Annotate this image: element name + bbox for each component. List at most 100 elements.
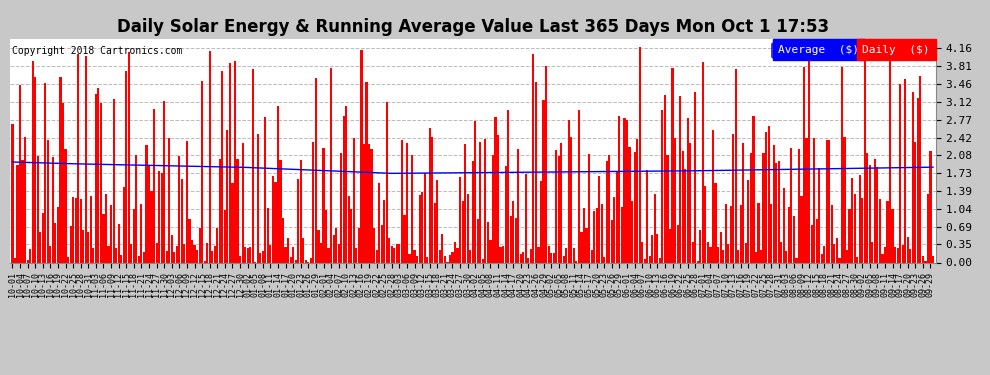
Bar — [173, 252, 175, 262]
Bar — [108, 246, 110, 262]
Bar — [744, 243, 746, 262]
Bar — [424, 173, 426, 262]
Bar — [907, 237, 909, 262]
Bar — [927, 194, 929, 262]
Bar — [816, 219, 818, 262]
Bar — [836, 238, 838, 262]
Bar — [459, 177, 461, 262]
Bar — [502, 246, 504, 262]
Bar — [697, 261, 699, 262]
Bar — [644, 259, 645, 262]
Bar — [279, 160, 281, 262]
Bar — [234, 61, 236, 262]
Bar — [525, 174, 527, 262]
Bar — [466, 195, 468, 262]
Bar — [295, 260, 297, 262]
Bar — [209, 51, 211, 262]
Bar — [772, 145, 775, 262]
Legend: Average  ($), Daily  ($): Average ($), Daily ($) — [771, 42, 934, 58]
Bar — [704, 186, 707, 262]
Bar — [14, 258, 16, 262]
Bar — [434, 203, 436, 262]
Bar — [27, 260, 29, 262]
Bar — [59, 77, 61, 262]
Bar — [489, 240, 491, 262]
Bar — [788, 207, 790, 262]
Bar — [795, 258, 798, 262]
Bar — [113, 99, 115, 262]
Bar — [694, 93, 696, 262]
Bar — [403, 215, 406, 262]
Bar — [143, 252, 145, 262]
Bar — [596, 208, 598, 262]
Bar — [735, 69, 737, 262]
Bar — [676, 225, 679, 262]
Bar — [232, 183, 234, 262]
Bar — [259, 253, 261, 262]
Bar — [92, 248, 94, 262]
Bar — [482, 260, 484, 262]
Bar — [69, 226, 71, 262]
Bar — [131, 244, 133, 262]
Bar — [661, 110, 663, 262]
Bar — [79, 200, 82, 262]
Bar — [585, 228, 588, 262]
Bar — [747, 180, 749, 262]
Bar — [155, 243, 157, 262]
Bar — [277, 106, 279, 262]
Bar — [874, 159, 876, 262]
Bar — [247, 248, 248, 262]
Title: Daily Solar Energy & Running Average Value Last 365 Days Mon Oct 1 17:53: Daily Solar Energy & Running Average Val… — [117, 18, 829, 36]
Bar — [429, 128, 431, 262]
Bar — [899, 84, 901, 262]
Bar — [125, 71, 128, 262]
Bar — [261, 251, 264, 262]
Bar — [393, 248, 395, 262]
Bar — [448, 255, 451, 262]
Bar — [289, 257, 292, 262]
Bar — [216, 228, 219, 262]
Bar — [97, 87, 99, 262]
Bar — [639, 47, 641, 262]
Bar — [158, 171, 160, 262]
Bar — [780, 242, 782, 262]
Bar — [742, 143, 744, 262]
Bar — [102, 214, 105, 262]
Bar — [456, 249, 458, 262]
Bar — [229, 63, 231, 262]
Bar — [858, 176, 860, 262]
Bar — [575, 261, 577, 262]
Bar — [141, 204, 143, 262]
Bar — [315, 78, 317, 262]
Bar — [886, 201, 889, 262]
Bar — [396, 244, 398, 262]
Bar — [22, 160, 24, 262]
Bar — [684, 169, 686, 262]
Bar — [889, 53, 891, 262]
Bar — [320, 243, 322, 262]
Bar — [510, 216, 512, 262]
Bar — [292, 247, 294, 262]
Bar — [300, 160, 302, 262]
Bar — [373, 228, 375, 262]
Bar — [90, 196, 92, 262]
Bar — [669, 229, 671, 262]
Bar — [242, 142, 244, 262]
Bar — [573, 248, 575, 262]
Bar — [406, 143, 408, 262]
Bar — [555, 150, 557, 262]
Bar — [692, 243, 694, 262]
Bar — [785, 251, 787, 262]
Bar — [163, 101, 165, 262]
Bar — [666, 154, 668, 262]
Bar — [631, 201, 634, 262]
Bar — [120, 255, 122, 262]
Bar — [523, 252, 525, 262]
Bar — [365, 82, 367, 262]
Bar — [338, 244, 340, 262]
Bar — [778, 161, 780, 262]
Bar — [176, 246, 178, 262]
Bar — [312, 142, 315, 262]
Bar — [416, 256, 418, 262]
Bar — [100, 103, 102, 262]
